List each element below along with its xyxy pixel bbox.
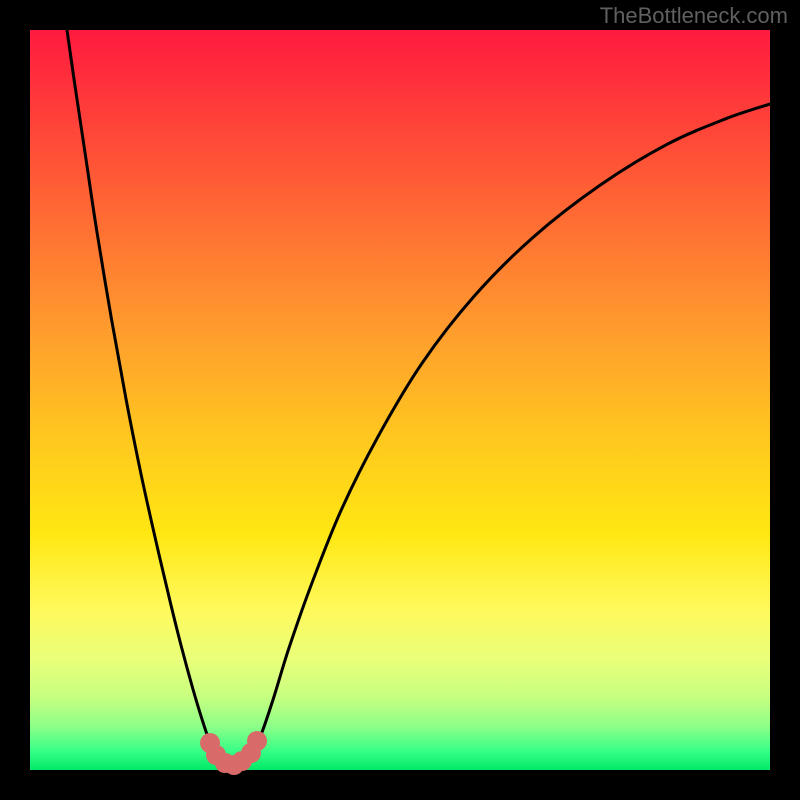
curve-right (248, 104, 770, 763)
plot-area (30, 30, 770, 770)
valley-marker (247, 731, 267, 751)
curve-layer (30, 30, 770, 770)
watermark-text: TheBottleneck.com (600, 3, 788, 29)
chart-root: TheBottleneck.com (0, 0, 800, 800)
curve-left (67, 30, 219, 763)
